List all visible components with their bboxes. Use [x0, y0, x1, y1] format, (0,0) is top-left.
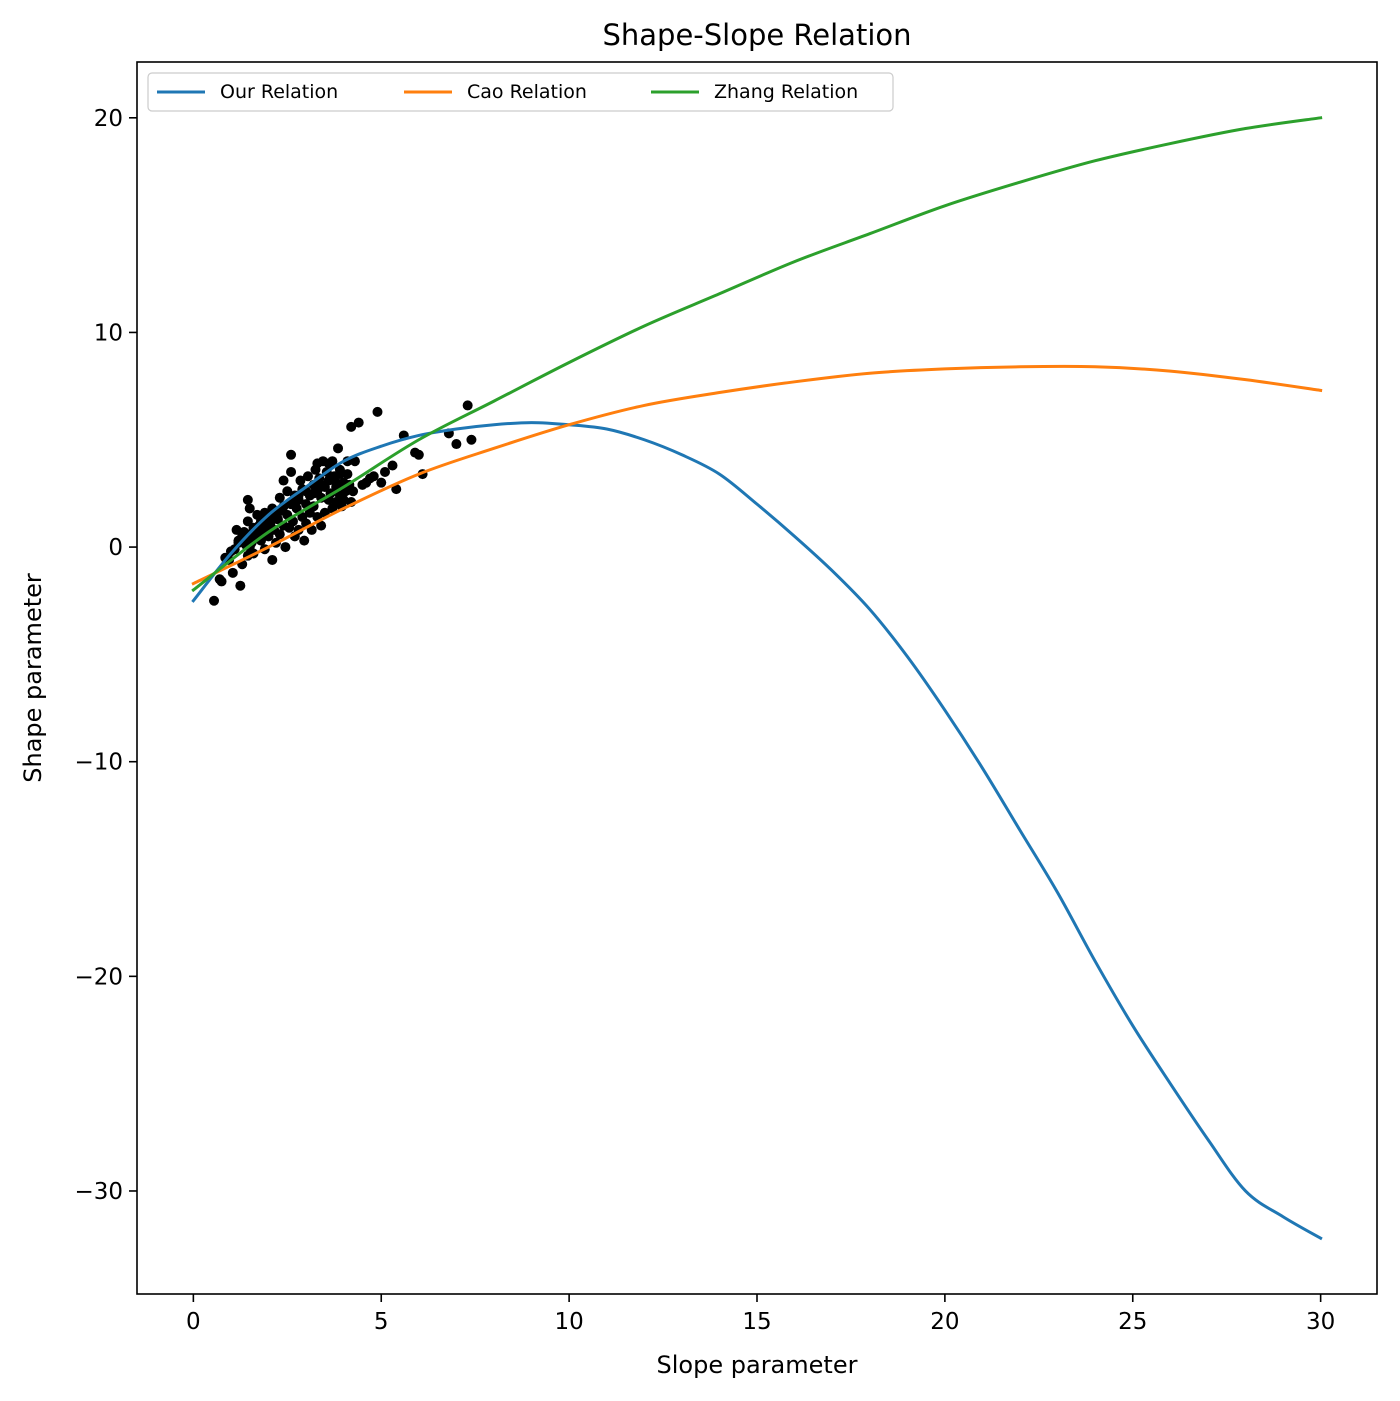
- chart-title: Shape-Slope Relation: [602, 18, 911, 52]
- data-point: [295, 475, 306, 486]
- data-point: [348, 486, 359, 497]
- data-point: [316, 520, 327, 531]
- data-point: [286, 449, 297, 460]
- data-point: [278, 475, 289, 486]
- data-point: [466, 434, 477, 445]
- data-point: [280, 542, 291, 553]
- legend-label: Our Relation: [220, 81, 338, 103]
- data-point: [244, 503, 255, 514]
- data-point: [316, 479, 327, 490]
- data-point: [242, 516, 253, 527]
- data-point: [462, 400, 473, 411]
- data-point: [271, 512, 282, 523]
- data-point: [289, 499, 300, 510]
- plot-marks: [191, 116, 1323, 1241]
- data-point: [274, 492, 285, 503]
- series-line-our-relation: [191, 421, 1323, 1241]
- data-point: [331, 477, 342, 488]
- series-line-cao-relation: [191, 364, 1323, 586]
- data-point: [333, 443, 344, 454]
- x-tick-label: 0: [186, 1309, 201, 1335]
- data-point: [391, 484, 402, 495]
- series-line-zhang-relation: [191, 116, 1323, 593]
- data-point: [376, 477, 387, 488]
- x-tick-label: 25: [1118, 1309, 1147, 1335]
- data-point: [372, 406, 383, 417]
- data-point: [342, 469, 353, 480]
- data-point: [235, 580, 246, 591]
- x-tick-label: 20: [930, 1309, 959, 1335]
- y-axis-label: Shape parameter: [19, 573, 47, 783]
- data-point: [282, 486, 293, 497]
- data-point: [299, 535, 310, 546]
- data-point: [387, 460, 398, 471]
- data-point: [451, 439, 462, 450]
- plot-area: [191, 116, 1323, 1241]
- data-point: [227, 567, 238, 578]
- y-tick-label: −30: [74, 1179, 123, 1205]
- legend-label: Zhang Relation: [714, 81, 858, 103]
- data-point: [216, 576, 227, 587]
- x-tick-label: 10: [554, 1309, 583, 1335]
- y-tick-label: 20: [94, 106, 123, 132]
- data-point: [334, 469, 345, 480]
- legend-box: [147, 72, 894, 112]
- x-tick-label: 5: [374, 1309, 389, 1335]
- data-point: [308, 488, 319, 499]
- y-tick-label: −20: [74, 964, 123, 990]
- data-point: [209, 595, 220, 606]
- legend-label: Cao Relation: [467, 81, 587, 103]
- data-point: [413, 449, 424, 460]
- x-tick-label: 15: [742, 1309, 771, 1335]
- data-point: [353, 417, 364, 428]
- y-tick-label: 0: [108, 535, 123, 561]
- data-point: [312, 458, 323, 469]
- data-point: [380, 466, 390, 477]
- data-point: [242, 494, 253, 505]
- data-point: [323, 475, 334, 486]
- x-axis-label: Slope parameter: [657, 1351, 858, 1379]
- data-point: [231, 524, 242, 535]
- data-point: [327, 456, 338, 467]
- data-point: [338, 494, 349, 505]
- axis-ticks: 0 5 10 15 20 25 30 −30 −20 −10 0 10 20: [74, 106, 1335, 1335]
- y-tick-label: 10: [94, 320, 123, 346]
- data-point: [267, 554, 278, 565]
- plot-frame: [136, 61, 1378, 1295]
- y-tick-label: −10: [74, 750, 123, 776]
- data-point: [346, 421, 357, 432]
- x-tick-label: 30: [1306, 1309, 1335, 1335]
- data-point: [302, 471, 313, 482]
- legend: Our Relation Cao Relation Zhang Relation: [147, 72, 894, 112]
- data-point: [274, 529, 285, 540]
- data-point: [286, 466, 297, 477]
- data-point: [349, 456, 360, 467]
- data-point: [368, 471, 379, 482]
